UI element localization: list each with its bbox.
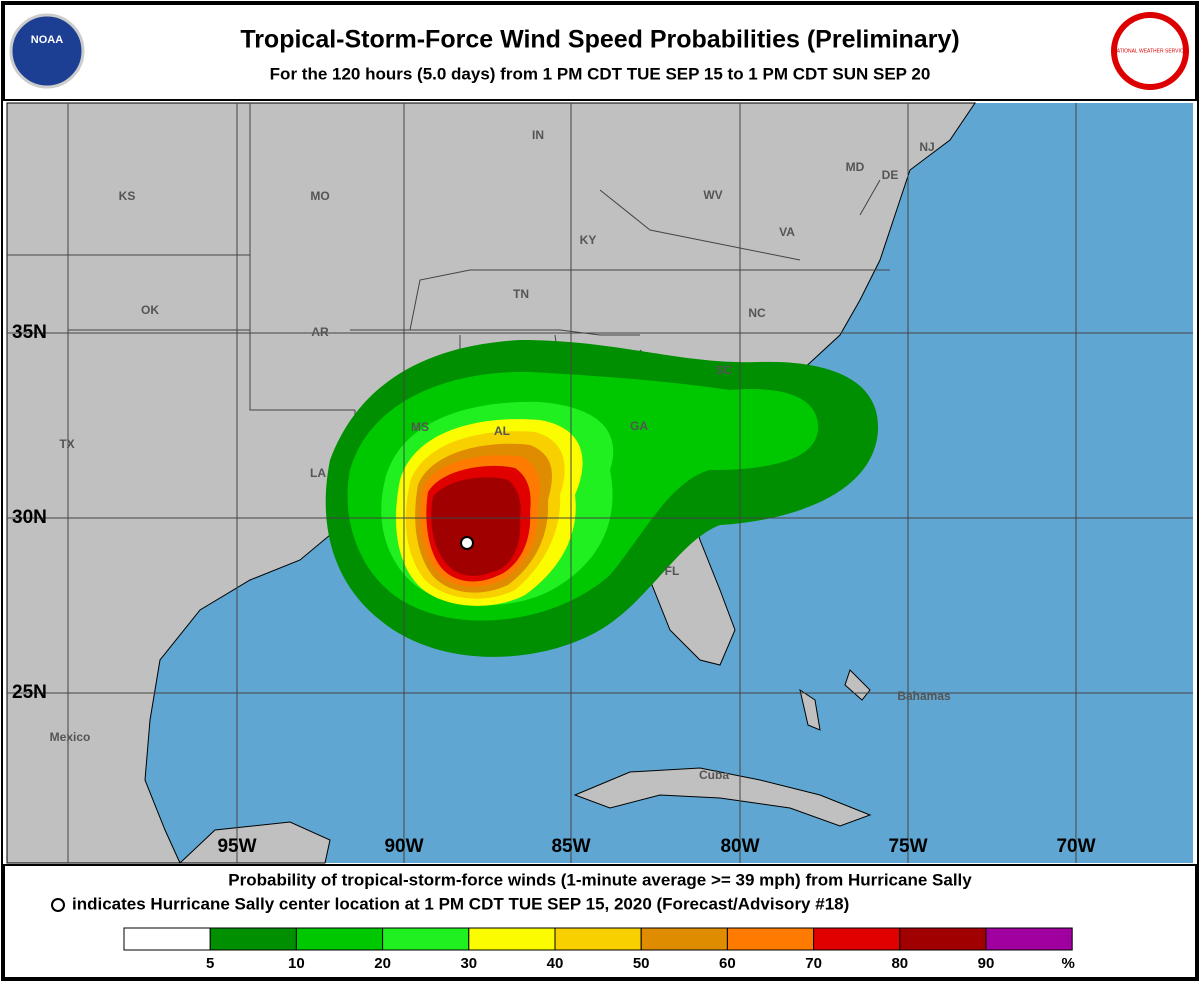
nws-logo — [1111, 12, 1189, 90]
footer-line: indicates Hurricane Sally center locatio… — [72, 894, 849, 913]
legend-swatch — [468, 927, 556, 951]
legend-tick-label: 20 — [374, 955, 391, 972]
place-label: NJ — [919, 140, 934, 154]
place-label: VA — [779, 225, 795, 239]
place-label: Bahamas — [897, 689, 951, 703]
place-label: GA — [630, 419, 648, 433]
place-label: TN — [513, 287, 529, 301]
map: 35N 30N 25N 95W 90W 85W 80W 75W 70W KS MO… — [6, 102, 1193, 864]
place-label: FL — [665, 564, 680, 578]
lon-label: 80W — [720, 836, 759, 857]
legend-swatch — [985, 927, 1073, 951]
legend-tick-label: 40 — [547, 955, 564, 972]
legend-swatch — [295, 927, 384, 951]
lon-label: 95W — [217, 836, 256, 857]
lon-label: 90W — [384, 836, 423, 857]
place-label: MS — [411, 420, 429, 434]
footer-box — [3, 864, 1197, 979]
lat-label: 25N — [12, 682, 47, 703]
place-label: WV — [703, 188, 722, 202]
place-label: OK — [141, 303, 159, 317]
legend-swatch — [899, 927, 987, 951]
place-label: KY — [580, 233, 597, 247]
legend-tick-label: 80 — [891, 955, 908, 972]
lon-label: 70W — [1056, 836, 1095, 857]
place-label: AR — [311, 325, 329, 339]
legend-tick-label: 5 — [206, 955, 214, 972]
place-label: DE — [882, 168, 899, 182]
legend-tick-label: 90 — [978, 955, 995, 972]
place-label: Mexico — [50, 730, 91, 744]
noaa-logo — [9, 13, 85, 89]
header-box — [3, 3, 1197, 101]
legend-swatch — [813, 927, 901, 951]
center-symbol — [51, 898, 65, 912]
legend-tick-label: 60 — [719, 955, 736, 972]
legend-swatch — [209, 927, 297, 951]
noaa-logo-text: NOAA — [31, 34, 63, 46]
lat-label: 35N — [12, 322, 47, 343]
storm-center — [460, 536, 474, 550]
place-label: KS — [119, 189, 136, 203]
legend-tick-label: 10 — [288, 955, 305, 972]
lon-label: 85W — [551, 836, 590, 857]
legend-tick-label: 70 — [805, 955, 822, 972]
place-label: IN — [532, 128, 544, 142]
place-label: SC — [716, 363, 733, 377]
title: Tropical-Storm-Force Wind Speed Probabil… — [240, 26, 959, 54]
graticule — [7, 103, 1193, 863]
place-label: TX — [59, 437, 74, 451]
bahamas — [799, 688, 821, 731]
cuba — [573, 767, 872, 827]
legend-swatch — [554, 927, 642, 951]
place-label: NC — [748, 306, 766, 320]
legend-swatch — [123, 927, 211, 951]
legend-swatch — [640, 927, 728, 951]
subtitle: For the 120 hours (5.0 days) from 1 PM C… — [270, 64, 931, 83]
legend-tick-label: 50 — [633, 955, 650, 972]
probability-contours — [325, 340, 879, 657]
contour-80 — [431, 477, 521, 576]
place-label: AL — [494, 424, 510, 438]
place-label: Cuba — [699, 768, 729, 782]
legend-tick-label: 30 — [460, 955, 477, 972]
legend-swatch — [382, 927, 470, 951]
footer-line: Probability of tropical-storm-force wind… — [228, 870, 972, 889]
place-label: MD — [846, 160, 865, 174]
place-label: LA — [310, 466, 326, 480]
nws-logo-text: NATIONAL WEATHER SERVICE — [1113, 48, 1187, 54]
legend: 5 10 20 30 40 50 60 70 80 90% — [123, 927, 1075, 972]
place-label: MO — [310, 189, 329, 203]
lon-label: 75W — [888, 836, 927, 857]
legend-unit: % — [1062, 955, 1075, 972]
legend-swatch — [726, 927, 815, 951]
lat-label: 30N — [12, 507, 47, 528]
yucatan — [178, 821, 331, 864]
